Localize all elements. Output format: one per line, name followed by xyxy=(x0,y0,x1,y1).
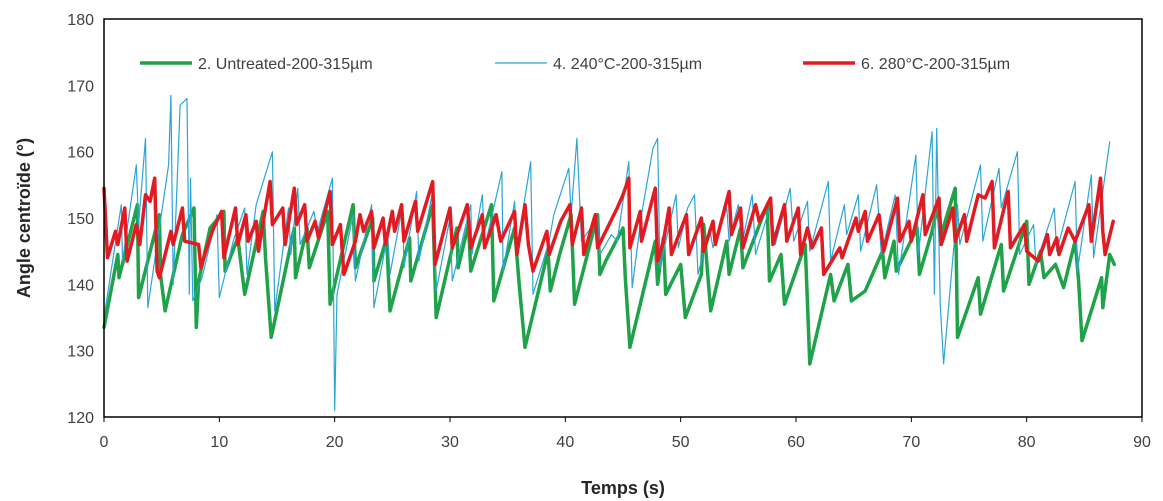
legend: 2. Untreated-200-315µm 4. 240°C-200-315µm… xyxy=(140,56,1010,73)
plot-area-frame xyxy=(103,18,1143,418)
plot-lines xyxy=(102,94,1117,411)
series-line-3 xyxy=(102,176,1115,280)
y-tick-label: 120 xyxy=(67,410,94,427)
series-line-1 xyxy=(102,186,1117,366)
legend-label-3: 6. 280°C-200-315µm xyxy=(861,56,1010,73)
x-tick-label: 50 xyxy=(672,434,690,451)
y-tick-label: 140 xyxy=(67,277,94,294)
y-tick-label: 130 xyxy=(67,344,94,361)
legend-label-1: 2. Untreated-200-315µm xyxy=(198,56,373,73)
x-tick-label: 80 xyxy=(1018,434,1036,451)
x-tick-label: 30 xyxy=(441,434,459,451)
y-tick-label: 180 xyxy=(67,12,94,29)
x-tick-label: 90 xyxy=(1133,434,1151,451)
x-tick-label: 40 xyxy=(556,434,574,451)
x-tick-label: 70 xyxy=(902,434,920,451)
y-tick-label: 150 xyxy=(67,211,94,228)
y-axis-title: Angle centroïde (°) xyxy=(14,138,34,298)
y-tick-label: 170 xyxy=(67,78,94,95)
x-axis-ticks: 0 10 20 30 40 50 60 70 80 90 xyxy=(100,417,1151,451)
legend-label-2: 4. 240°C-200-315µm xyxy=(553,56,702,73)
x-axis-title: Temps (s) xyxy=(581,478,665,498)
y-axis-ticks: 120 130 140 150 160 170 180 xyxy=(67,12,94,427)
x-tick-label: 60 xyxy=(787,434,805,451)
y-tick-label: 160 xyxy=(67,145,94,162)
x-tick-label: 10 xyxy=(210,434,228,451)
x-tick-label: 20 xyxy=(326,434,344,451)
x-tick-label: 0 xyxy=(100,434,109,451)
